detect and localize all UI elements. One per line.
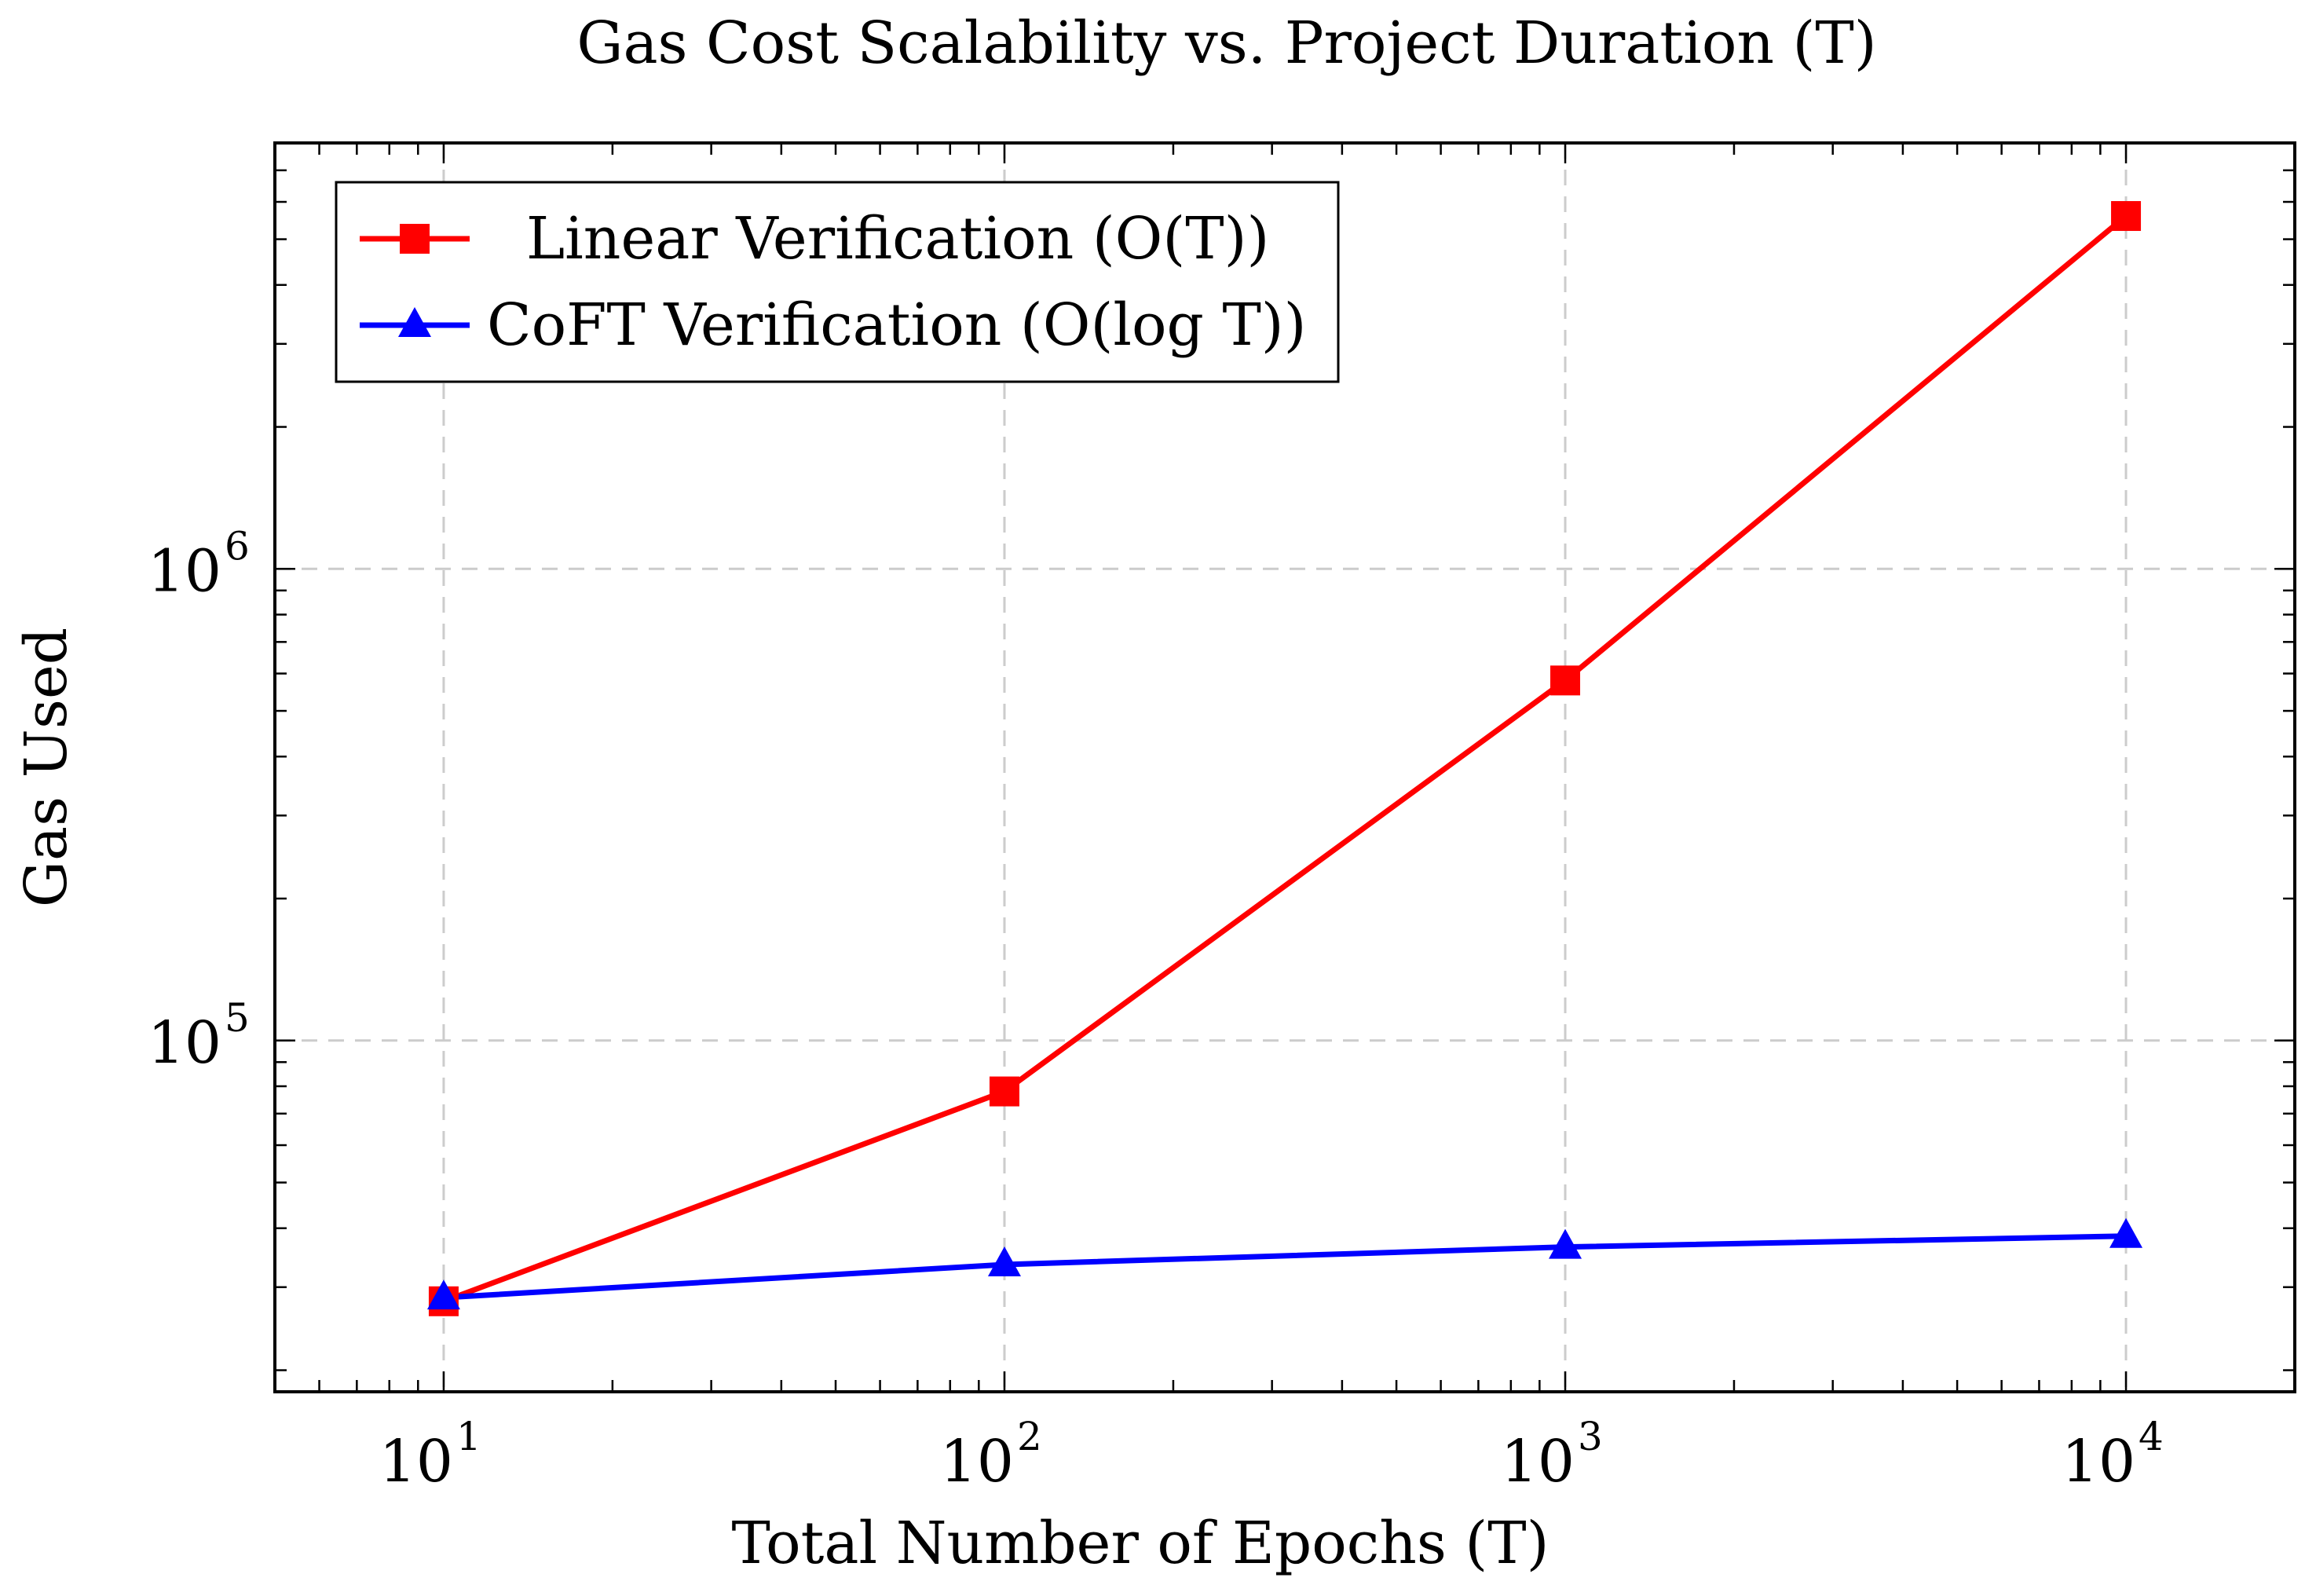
x-tick-exponent: 1 bbox=[456, 1414, 481, 1459]
legend-marker bbox=[400, 224, 430, 254]
x-tick-label: 10 1 bbox=[379, 1414, 481, 1495]
x-tick-label: 10 4 bbox=[2062, 1414, 2164, 1495]
legend-entry: CoFT Verification (O(log T)) bbox=[360, 291, 1307, 359]
y-tick-label: 10 5 bbox=[148, 995, 250, 1077]
x-tick-base: 10 bbox=[1501, 1428, 1575, 1495]
data-point-triangle bbox=[2109, 1217, 2143, 1248]
grid bbox=[275, 143, 2295, 1392]
y-tick-exponent: 5 bbox=[225, 995, 250, 1041]
data-point-triangle bbox=[1549, 1228, 1582, 1259]
data-point-square bbox=[2111, 201, 2142, 232]
data-point-square bbox=[989, 1076, 1019, 1107]
chart-title: Gas Cost Scalability vs. Project Duratio… bbox=[576, 9, 1876, 77]
legend-label: Linear Verification (O(T)) bbox=[526, 205, 1269, 273]
x-tick-exponent: 3 bbox=[1578, 1414, 1603, 1459]
x-tick-base: 10 bbox=[940, 1428, 1014, 1495]
data-point-triangle bbox=[426, 1279, 460, 1310]
x-tick-exponent: 4 bbox=[2139, 1414, 2164, 1459]
data-point-square bbox=[1550, 665, 1581, 696]
legend-label: CoFT Verification (O(log T)) bbox=[487, 291, 1307, 359]
x-axis-label: Total Number of Epochs (T) bbox=[732, 1510, 1549, 1577]
data-point-triangle bbox=[987, 1246, 1021, 1277]
series-line-square bbox=[442, 214, 2128, 1305]
x-tick-label: 10 2 bbox=[940, 1414, 1042, 1495]
x-tick-exponent: 2 bbox=[1017, 1414, 1042, 1459]
x-tick-base: 10 bbox=[379, 1428, 453, 1495]
series-lines bbox=[442, 214, 2128, 1305]
x-tick-label: 10 3 bbox=[1501, 1414, 1603, 1495]
y-tick-exponent: 6 bbox=[225, 523, 250, 569]
y-axis-label: Gas Used bbox=[13, 628, 80, 907]
y-tick-label: 10 6 bbox=[148, 523, 250, 605]
series-line-triangle bbox=[443, 1233, 2127, 1301]
y-tick-base: 10 bbox=[148, 537, 221, 605]
legend-marker bbox=[398, 307, 431, 337]
series-markers bbox=[426, 201, 2143, 1316]
plot-frame bbox=[273, 141, 2296, 1393]
x-tick-base: 10 bbox=[2062, 1428, 2135, 1495]
legend-entries: Linear Verification (O(T)) CoFT Verificat… bbox=[360, 205, 1307, 359]
legend: Linear Verification (O(T)) CoFT Verificat… bbox=[335, 181, 1340, 383]
y-tick-base: 10 bbox=[148, 1009, 221, 1077]
x-tick-labels: 10 1 10 2 10 3 10 4 bbox=[379, 1414, 2164, 1495]
legend-box bbox=[335, 181, 1340, 383]
legend-entry: Linear Verification (O(T)) bbox=[360, 205, 1269, 273]
